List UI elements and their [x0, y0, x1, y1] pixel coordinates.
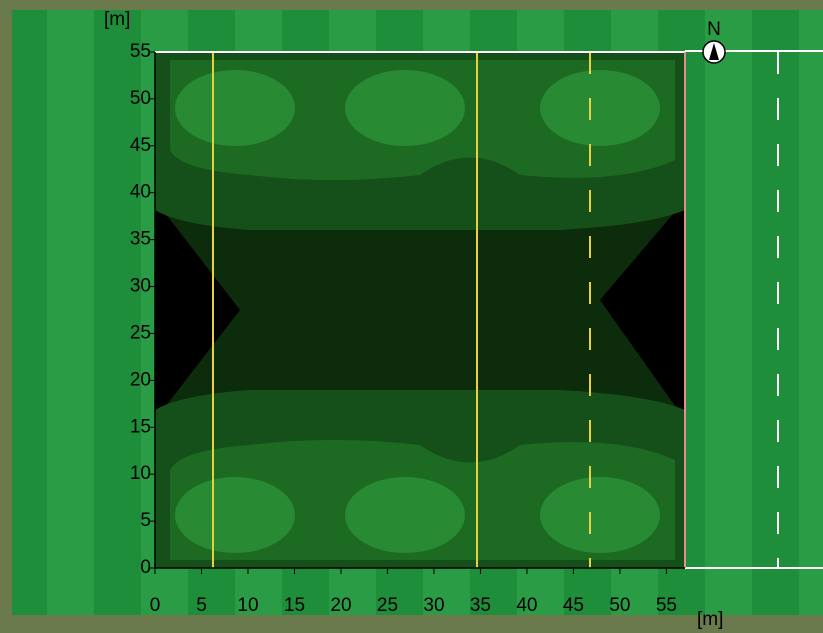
contour	[175, 70, 295, 146]
y-tick-label: 30	[130, 276, 151, 297]
compass-needle	[709, 43, 719, 60]
y-tick-label: 15	[130, 416, 151, 437]
x-tick-label: 40	[516, 595, 537, 616]
compass-label: N	[707, 19, 721, 40]
y-tick-label: 10	[130, 463, 151, 484]
y-tick-label: 45	[130, 135, 151, 156]
x-tick-label: 50	[609, 595, 630, 616]
x-tick-label: 35	[470, 595, 491, 616]
contour	[345, 477, 465, 553]
y-tick-label: 35	[130, 229, 151, 250]
x-tick-label: 30	[423, 595, 444, 616]
contour	[540, 70, 660, 146]
x-tick-label: 0	[150, 595, 161, 616]
x-tick-label: 15	[284, 595, 305, 616]
y-tick-label: 25	[130, 322, 151, 343]
x-tick-label: 20	[330, 595, 351, 616]
contour	[345, 70, 465, 146]
contour	[175, 477, 295, 553]
y-tick-label: 40	[130, 182, 151, 203]
x-axis-label: [m]	[697, 609, 723, 630]
y-tick-label: 5	[140, 510, 151, 531]
contour-plot	[155, 52, 685, 568]
y-tick-label: 0	[140, 557, 151, 578]
x-tick-label: 45	[563, 595, 584, 616]
y-axis-label: [m]	[104, 9, 130, 30]
y-tick-label: 50	[130, 88, 151, 109]
y-tick-label: 20	[130, 369, 151, 390]
x-tick-label: 55	[656, 595, 677, 616]
y-tick-label: 55	[130, 41, 151, 62]
contour	[540, 477, 660, 553]
x-tick-label: 5	[196, 595, 207, 616]
x-tick-label: 10	[237, 595, 258, 616]
x-tick-label: 25	[377, 595, 398, 616]
